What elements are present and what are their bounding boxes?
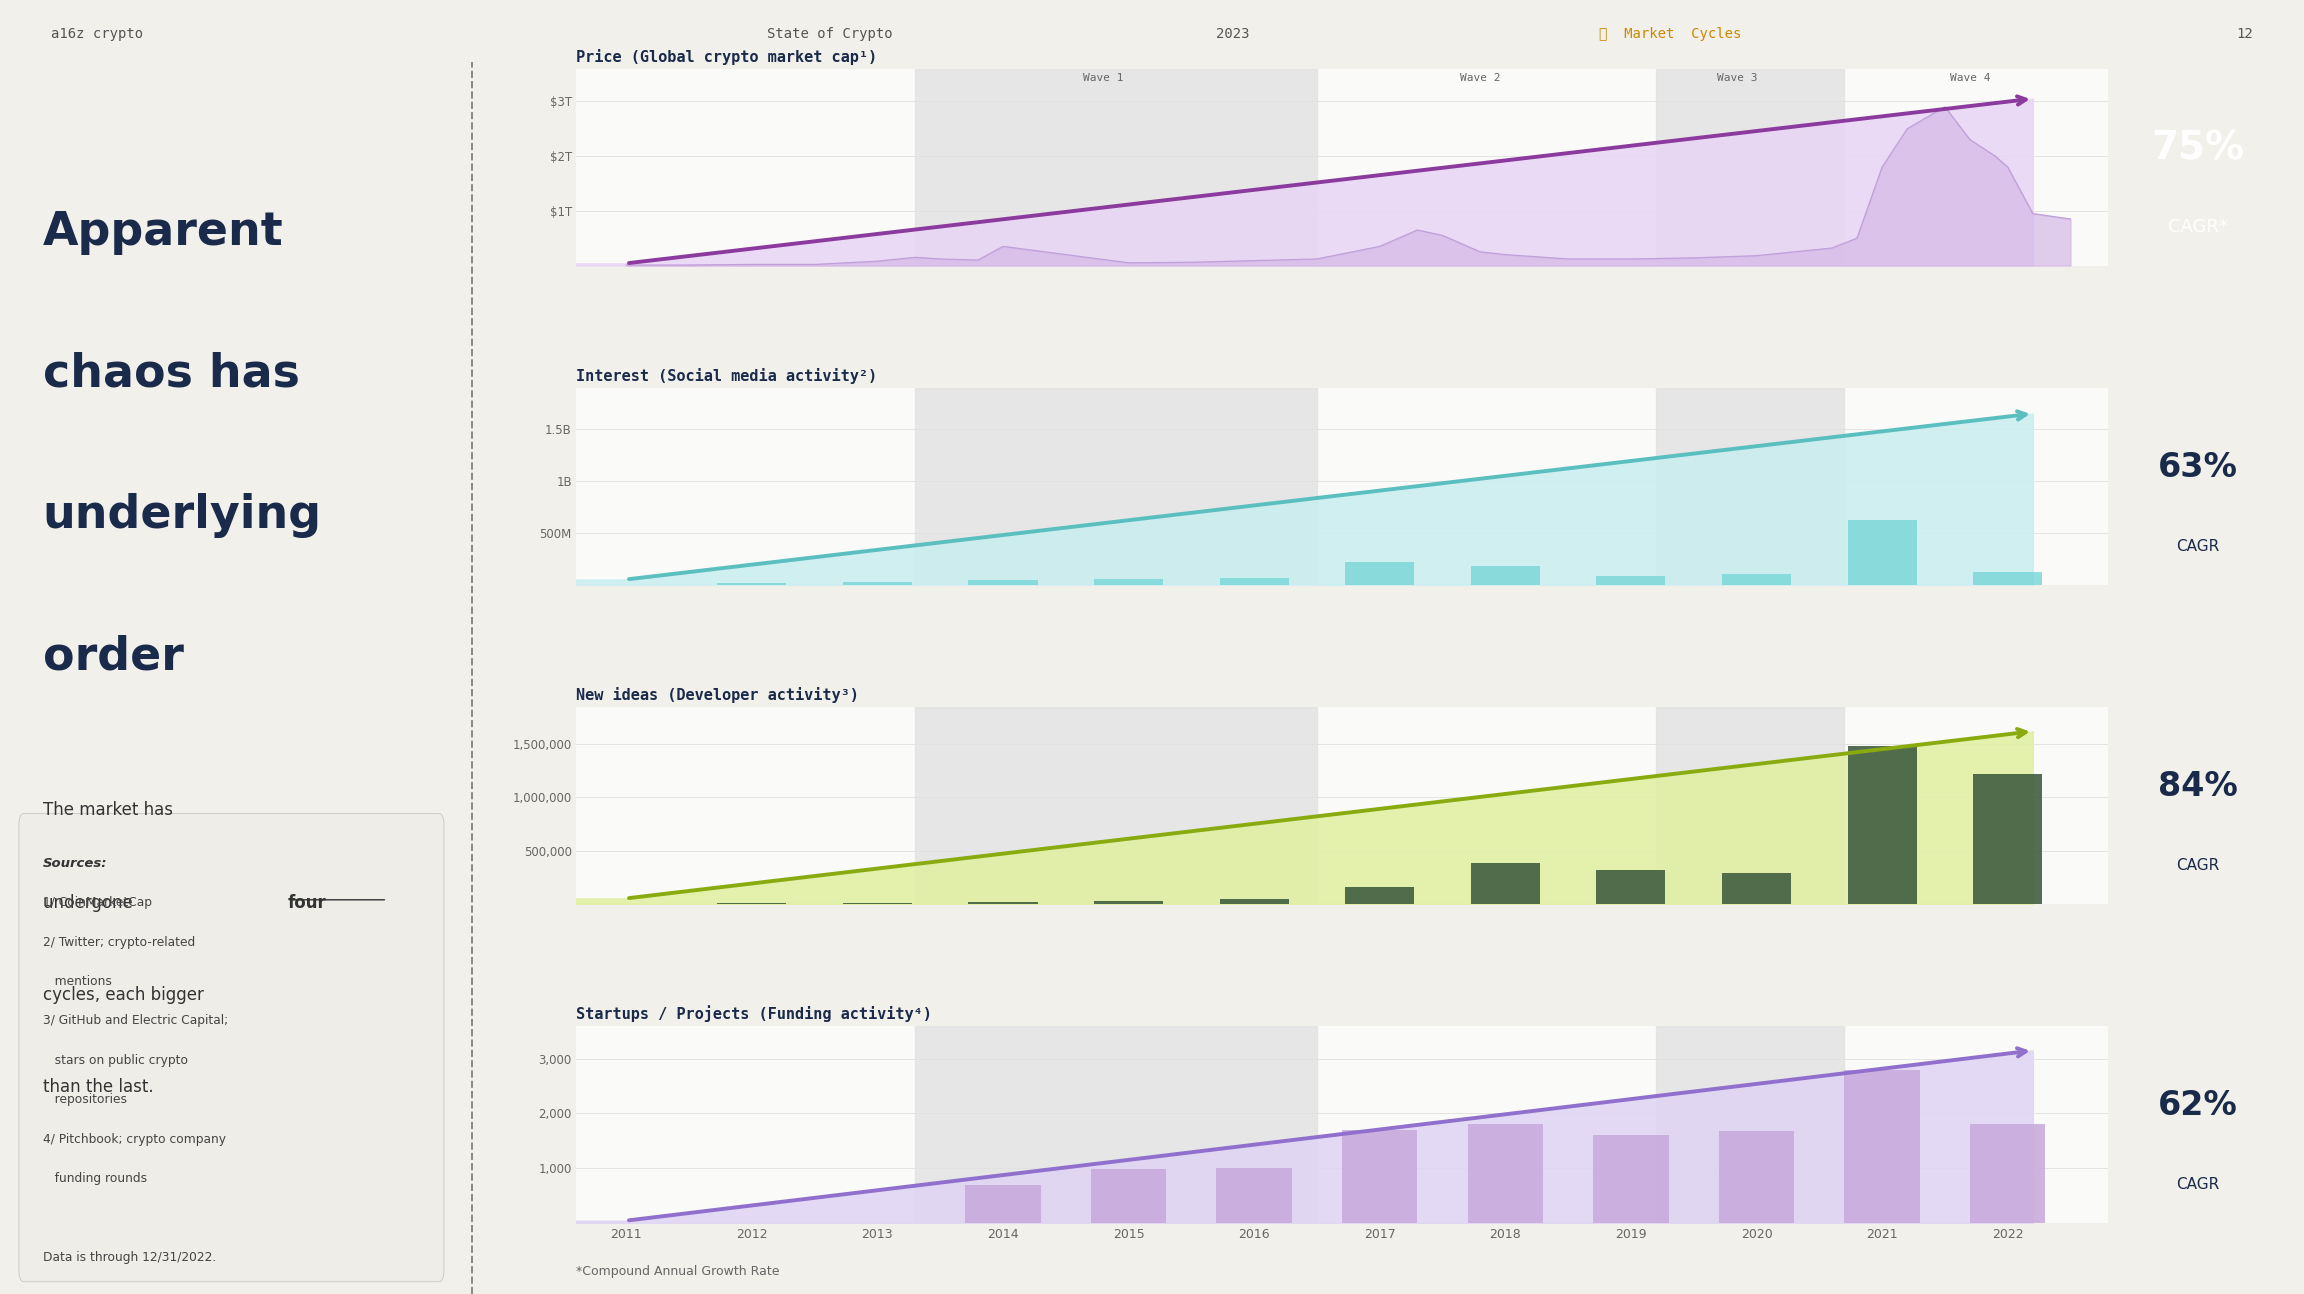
- Bar: [1219, 578, 1288, 585]
- Bar: [1094, 580, 1164, 585]
- Text: Wave 2: Wave 2: [1461, 72, 1500, 83]
- Text: four: four: [288, 894, 327, 912]
- Text: mentions: mentions: [41, 974, 111, 987]
- Text: 2/ Twitter; crypto-related: 2/ Twitter; crypto-related: [41, 936, 196, 949]
- Bar: [1657, 388, 1846, 585]
- Bar: [915, 388, 1318, 585]
- Bar: [1597, 576, 1666, 585]
- Bar: [1657, 69, 1846, 265]
- Text: undergone: undergone: [41, 894, 138, 912]
- Bar: [1970, 1124, 2046, 1223]
- Text: New ideas (Developer activity³): New ideas (Developer activity³): [576, 687, 859, 703]
- Bar: [915, 69, 1318, 265]
- Bar: [965, 1184, 1041, 1223]
- Bar: [1346, 562, 1415, 585]
- Text: underlying: underlying: [41, 493, 323, 538]
- Bar: [1657, 707, 1846, 903]
- Bar: [1468, 1124, 1544, 1223]
- Bar: [1470, 863, 1539, 903]
- Text: *Compound Annual Growth Rate: *Compound Annual Growth Rate: [576, 1266, 779, 1278]
- Text: State of Crypto: State of Crypto: [767, 27, 892, 41]
- Text: 1/ CoinMarketCap: 1/ CoinMarketCap: [41, 897, 152, 910]
- Text: CAGR: CAGR: [2177, 538, 2219, 554]
- Bar: [1594, 1135, 1668, 1223]
- Text: cycles, each bigger: cycles, each bigger: [41, 986, 203, 1004]
- Text: The market has: The market has: [41, 801, 173, 819]
- Bar: [717, 582, 786, 585]
- Bar: [1219, 899, 1288, 903]
- Bar: [1848, 520, 1917, 585]
- Bar: [843, 581, 912, 585]
- Bar: [1217, 1168, 1293, 1223]
- Text: 63%: 63%: [2159, 450, 2237, 484]
- Text: Wave 1: Wave 1: [1083, 72, 1124, 83]
- Bar: [915, 707, 1318, 903]
- Text: 75%: 75%: [2152, 129, 2244, 167]
- Bar: [1972, 572, 2041, 585]
- Bar: [1719, 1131, 1795, 1223]
- Text: 3/ GitHub and Electric Capital;: 3/ GitHub and Electric Capital;: [41, 1014, 228, 1027]
- Text: order: order: [41, 635, 184, 679]
- Bar: [968, 581, 1037, 585]
- Bar: [915, 1026, 1318, 1223]
- Text: Data is through 12/31/2022.: Data is through 12/31/2022.: [41, 1251, 217, 1264]
- Text: chaos has: chaos has: [41, 352, 300, 396]
- Bar: [1846, 1070, 1919, 1223]
- Text: Price (Global crypto market cap¹): Price (Global crypto market cap¹): [576, 49, 878, 65]
- Text: 4/ Pitchbook; crypto company: 4/ Pitchbook; crypto company: [41, 1132, 226, 1145]
- Text: 62%: 62%: [2159, 1090, 2237, 1122]
- Text: CAGR: CAGR: [2177, 858, 2219, 872]
- Bar: [1848, 747, 1917, 903]
- Bar: [1721, 873, 1790, 903]
- Text: Startups / Projects (Funding activity⁴): Startups / Projects (Funding activity⁴): [576, 1005, 931, 1022]
- Text: Wave 3: Wave 3: [1716, 72, 1758, 83]
- Text: repositories: repositories: [41, 1093, 127, 1106]
- Bar: [1090, 1170, 1166, 1223]
- Bar: [1346, 886, 1415, 903]
- Bar: [1343, 1130, 1417, 1223]
- Bar: [1094, 901, 1164, 903]
- Text: CAGR: CAGR: [2177, 1176, 2219, 1192]
- Text: 84%: 84%: [2159, 770, 2237, 804]
- Text: ⛅  Market  Cycles: ⛅ Market Cycles: [1599, 27, 1742, 41]
- Bar: [1597, 870, 1666, 903]
- Bar: [1657, 1026, 1846, 1223]
- Text: a16z crypto: a16z crypto: [51, 27, 143, 41]
- Bar: [1470, 565, 1539, 585]
- Bar: [1721, 575, 1790, 585]
- Text: CAGR*: CAGR*: [2168, 217, 2228, 236]
- FancyBboxPatch shape: [18, 814, 445, 1281]
- Text: funding rounds: funding rounds: [41, 1172, 147, 1185]
- Text: than the last.: than the last.: [41, 1078, 152, 1096]
- Text: Interest (Social media activity²): Interest (Social media activity²): [576, 367, 878, 384]
- Text: stars on public crypto: stars on public crypto: [41, 1053, 187, 1066]
- Text: 12: 12: [2237, 27, 2253, 41]
- Text: Wave 4: Wave 4: [1949, 72, 1991, 83]
- Text: 2023: 2023: [1217, 27, 1249, 41]
- Bar: [1972, 774, 2041, 903]
- Text: Apparent: Apparent: [41, 210, 283, 255]
- Text: Sources:: Sources:: [41, 857, 106, 870]
- Bar: [968, 902, 1037, 903]
